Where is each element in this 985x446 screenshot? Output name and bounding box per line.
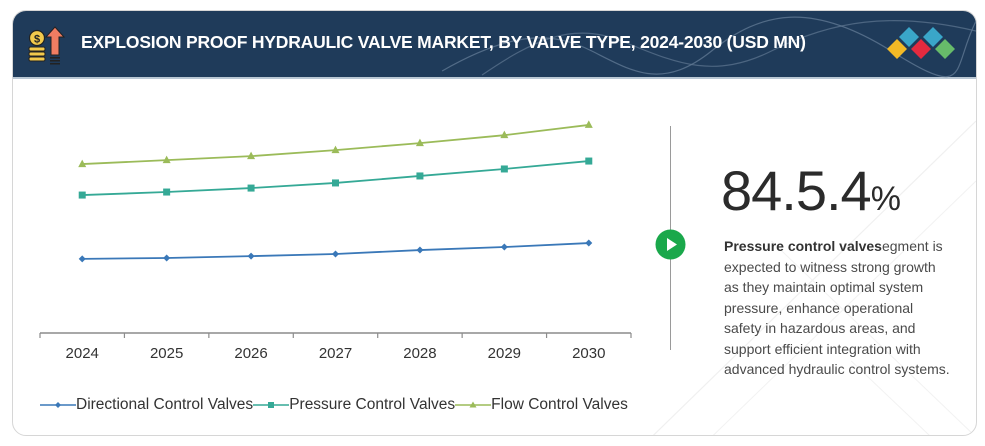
svg-text:$: $: [34, 34, 40, 46]
legend-swatch-directional: [40, 399, 76, 411]
highlight-stat: 84.5.4%: [721, 163, 901, 219]
data-point-square: [163, 188, 171, 196]
data-point-triangle: [162, 155, 171, 164]
data-point-triangle: [415, 138, 424, 147]
legend-swatch-flow: [455, 399, 492, 411]
series-directional-control-valves: [78, 239, 593, 263]
money-growth-icon: $: [28, 26, 66, 65]
legend-item-directional[interactable]: Directional Control Valves: [40, 396, 253, 414]
data-point-triangle: [78, 159, 87, 168]
data-point-diamond: [585, 239, 593, 247]
x-tick-label: 2024: [66, 345, 99, 362]
legend-item-pressure[interactable]: Pressure Control Valves: [253, 396, 455, 414]
data-point-diamond: [416, 246, 424, 254]
x-tick-label: 2025: [150, 345, 183, 362]
legend-swatch-pressure: [253, 399, 290, 411]
series-pressure-control-valves: [78, 157, 593, 199]
data-point-triangle: [331, 145, 340, 154]
header-bar: $ EXPLOSION PROOF HYDRAULIC VALVE MARKET…: [13, 11, 976, 79]
legend-label-directional: Directional Control Valves: [76, 396, 254, 413]
data-point-square: [585, 157, 593, 165]
data-point-diamond: [163, 254, 171, 262]
chart-legend: Directional Control Valves Pressure Cont…: [40, 396, 628, 414]
x-tick-label: 2030: [572, 345, 605, 362]
data-point-diamond: [332, 250, 339, 258]
chart-title: EXPLOSION PROOF HYDRAULIC VALVE MARKET, …: [81, 32, 806, 52]
data-point-triangle: [247, 151, 256, 160]
data-point-square: [78, 191, 86, 199]
data-point-triangle: [500, 130, 509, 139]
x-tick-label: 2027: [319, 345, 352, 362]
stat-suffix: %: [870, 180, 901, 218]
decorative-waves: [441, 16, 976, 78]
legend-label-flow: Flow Control Valves: [491, 396, 628, 413]
x-tick-label: 2028: [403, 345, 436, 362]
play-circle-icon[interactable]: [655, 229, 686, 260]
data-point-diamond: [247, 252, 255, 260]
series-line: [82, 124, 589, 165]
data-point-diamond: [500, 243, 508, 251]
legend-item-flow[interactable]: Flow Control Valves: [455, 396, 628, 414]
series-line: [82, 160, 589, 196]
legend-label-pressure: Pressure Control Valves: [289, 396, 456, 413]
stat-value: 84.5.4: [721, 159, 872, 222]
decorative-background-lines: [652, 120, 976, 435]
chart-card: $ EXPLOSION PROOF HYDRAULIC VALVE MARKET…: [12, 10, 977, 436]
data-point-square: [416, 172, 424, 180]
brand-logo-diamonds-icon: [887, 27, 955, 59]
x-tick-label: 2029: [488, 345, 521, 362]
data-point-triangle: [584, 120, 593, 128]
series-flow-control-valves: [78, 120, 593, 168]
data-point-diamond: [78, 255, 86, 263]
data-point-square: [247, 184, 255, 192]
description-bold: Pressure control valves: [724, 238, 882, 254]
x-tick-label: 2026: [234, 345, 267, 362]
description-text: egment is expected to witness strong gro…: [724, 238, 950, 377]
data-point-square: [500, 165, 508, 173]
data-point-square: [332, 179, 339, 187]
highlight-description: Pressure control valvesegment is expecte…: [724, 236, 954, 380]
